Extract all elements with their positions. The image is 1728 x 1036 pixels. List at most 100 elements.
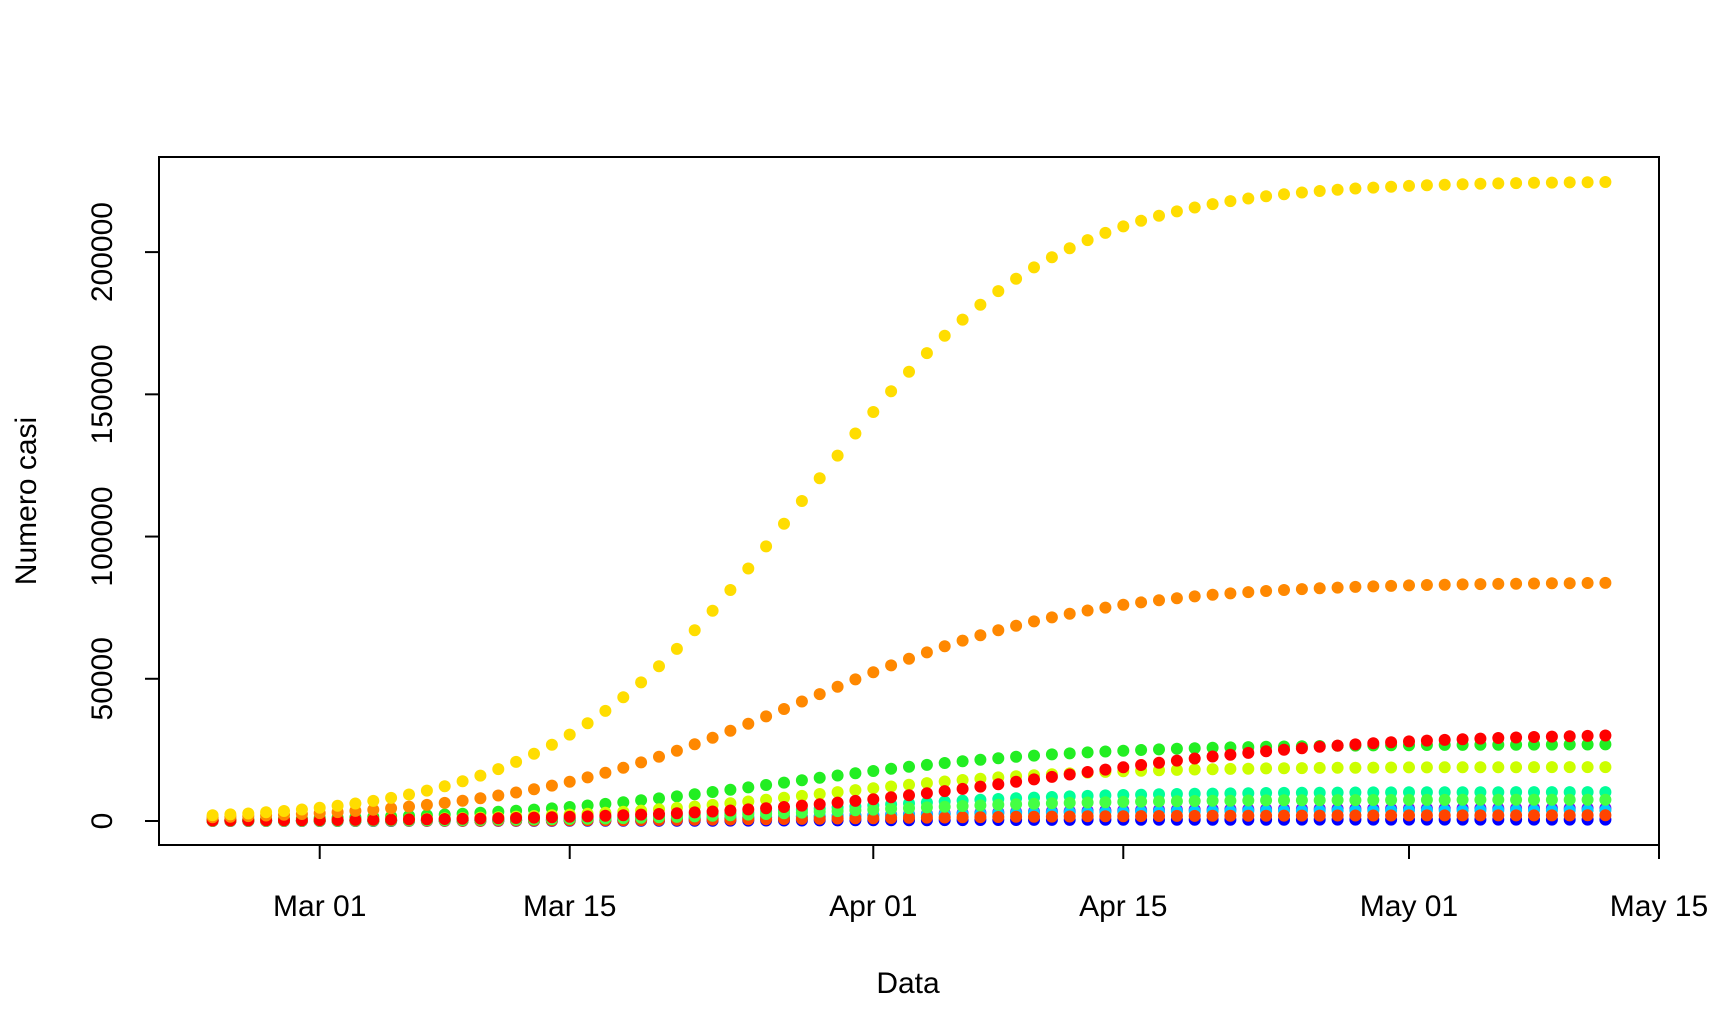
data-point	[510, 786, 523, 799]
data-point	[545, 738, 558, 751]
data-point	[867, 782, 880, 795]
data-point	[1224, 748, 1237, 761]
data-point	[974, 753, 987, 766]
data-point	[1045, 611, 1058, 624]
data-point	[670, 807, 683, 820]
data-point	[956, 755, 969, 768]
data-point	[1010, 798, 1023, 811]
data-point	[1563, 176, 1576, 189]
data-point	[1260, 794, 1273, 807]
data-point	[1349, 580, 1362, 593]
x-tick-label: Mar 01	[273, 890, 366, 923]
data-point	[1135, 744, 1148, 756]
data-point	[724, 783, 737, 796]
data-point	[1278, 743, 1290, 756]
data-point	[724, 724, 737, 737]
data-point	[974, 811, 987, 824]
data-point	[581, 717, 594, 730]
data-point	[1295, 583, 1308, 596]
data-point	[545, 779, 558, 792]
data-point	[528, 747, 540, 760]
data-point	[1456, 809, 1469, 822]
data-point	[1278, 584, 1290, 596]
data-point	[1063, 810, 1076, 823]
data-point	[403, 800, 415, 813]
data-point	[1278, 762, 1290, 775]
data-point	[1438, 578, 1451, 591]
data-point	[331, 799, 344, 812]
data-point	[1206, 809, 1219, 822]
data-point	[1563, 577, 1576, 590]
data-point	[992, 752, 1005, 765]
data-point	[706, 604, 719, 617]
data-point	[1367, 181, 1380, 194]
data-point	[1170, 592, 1183, 605]
data-point	[1117, 598, 1130, 611]
data-point	[528, 811, 540, 824]
data-point	[438, 780, 451, 793]
series-10	[206, 176, 1612, 822]
data-point	[474, 769, 487, 782]
data-point	[1581, 176, 1594, 189]
data-point	[313, 801, 326, 814]
data-point	[1510, 809, 1523, 822]
data-point	[1403, 761, 1415, 774]
data-point	[1153, 209, 1165, 222]
data-point	[1242, 794, 1255, 807]
data-point	[1224, 794, 1237, 807]
data-point	[1099, 796, 1112, 809]
data-point	[1474, 578, 1487, 591]
data-point	[1206, 763, 1219, 776]
data-point	[403, 813, 415, 826]
data-point	[1170, 205, 1183, 218]
data-point	[1010, 810, 1023, 823]
data-point	[224, 808, 237, 821]
data-point	[1242, 746, 1255, 759]
data-point	[1028, 261, 1040, 274]
data-point	[1385, 736, 1398, 749]
data-point	[956, 800, 969, 812]
data-point	[760, 710, 773, 723]
data-point	[956, 313, 969, 326]
x-tick-label: Mar 15	[523, 890, 616, 923]
data-point	[1545, 730, 1558, 743]
y-tick-label: 150000	[86, 344, 119, 444]
data-point	[849, 784, 862, 797]
data-point	[1153, 594, 1165, 607]
data-point	[367, 813, 380, 826]
data-point	[1028, 749, 1040, 762]
data-point	[1438, 178, 1451, 191]
data-point	[1474, 809, 1487, 822]
data-point	[492, 789, 505, 802]
y-tick-label: 0	[86, 813, 119, 830]
x-axis-title: Data	[876, 967, 940, 1000]
data-point	[688, 738, 701, 751]
data-point	[456, 775, 469, 788]
data-point	[653, 750, 665, 763]
data-point	[1224, 762, 1237, 775]
data-point	[1135, 214, 1148, 227]
data-point	[563, 728, 576, 741]
data-point	[885, 802, 898, 815]
data-point	[528, 783, 540, 796]
data-point	[831, 786, 844, 799]
data-point	[438, 796, 451, 809]
data-point	[1188, 590, 1201, 603]
data-point	[1367, 737, 1380, 750]
data-point	[260, 806, 273, 819]
data-point	[1010, 750, 1023, 763]
data-point	[724, 584, 737, 596]
data-point	[1420, 761, 1433, 774]
x-tick-label: Apr 01	[829, 890, 917, 923]
data-point	[760, 802, 773, 815]
data-point	[1581, 793, 1594, 806]
data-point	[1099, 226, 1112, 239]
y-tick-label: 50000	[86, 637, 119, 720]
y-tick-label: 100000	[86, 487, 119, 587]
data-point	[795, 695, 808, 708]
data-point	[688, 624, 701, 637]
data-point	[1528, 793, 1540, 806]
data-point	[1028, 797, 1040, 810]
data-point	[831, 449, 844, 462]
data-point	[1206, 588, 1219, 601]
